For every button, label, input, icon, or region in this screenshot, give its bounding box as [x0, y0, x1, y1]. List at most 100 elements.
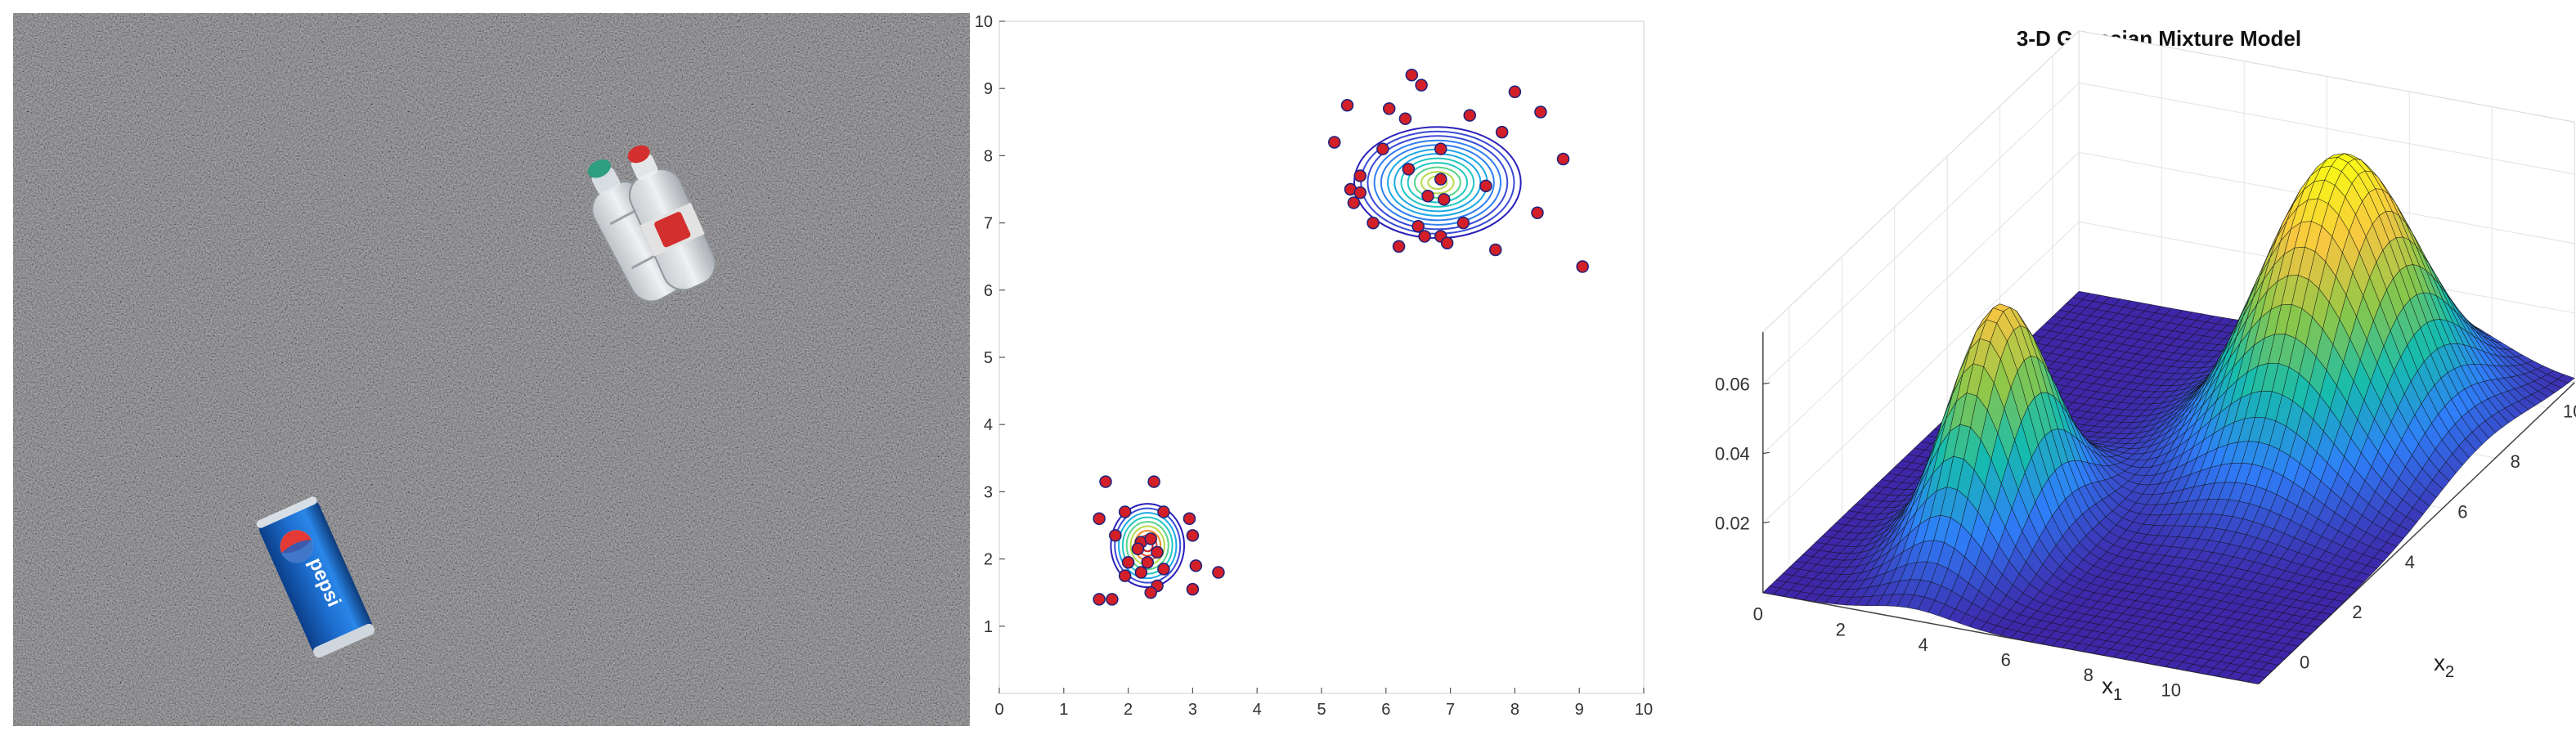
x-tick-label: 10 [2161, 680, 2181, 701]
data-point [1118, 505, 1132, 518]
pepsi-can: pepsi [256, 496, 375, 658]
data-point [1415, 78, 1428, 92]
data-point [1212, 566, 1225, 579]
data-point [1508, 85, 1522, 99]
y-tick-label: 5 [984, 349, 993, 367]
y-axis-ticks: 1 2 3 4 5 6 7 8 9 10 [975, 13, 1005, 636]
data-point [1398, 112, 1412, 125]
y-tick-label: 6 [984, 282, 993, 300]
data-point [1456, 216, 1470, 230]
z-tick-label: 0.02 [1715, 514, 1750, 534]
x-axis-label: x1 [2102, 673, 2122, 704]
data-point [1576, 260, 1589, 273]
y-tick-label: 8 [2511, 451, 2520, 472]
y-axis-label: x2 [2434, 650, 2454, 681]
data-point [1353, 169, 1367, 182]
y-tick-label: 9 [984, 80, 993, 98]
data-point [1440, 236, 1454, 250]
data-point [1489, 243, 1502, 257]
surface-mesh [1762, 153, 2575, 684]
y-tick-label: 10 [975, 13, 993, 31]
x-tick-label: 4 [1253, 701, 1262, 719]
data-point [1437, 193, 1451, 206]
y-tick-label: 4 [984, 416, 993, 434]
data-point [1392, 240, 1406, 253]
data-point [1405, 69, 1419, 82]
contour-level-2-10 [1413, 166, 1461, 199]
z-tick-label: 0.04 [1715, 444, 1750, 464]
data-points [1093, 69, 1589, 606]
y-tick-label: 8 [984, 147, 993, 165]
x-tick-label: 0 [1753, 604, 1763, 625]
data-point [1534, 105, 1547, 119]
x-tick-label: 9 [1575, 701, 1584, 719]
data-point [1118, 569, 1132, 582]
photo-panel: pepsi [13, 13, 970, 726]
y-axis-label-subscript: 2 [2445, 663, 2454, 681]
gmm-surface-chart: 3-D Gaussian Mixture Model 0246810024681… [1715, 26, 2576, 704]
x-tick-label: 10 [1635, 701, 1653, 719]
data-point [1186, 529, 1200, 542]
contour-level-2-8 [1400, 157, 1475, 208]
x-tick-label: 5 [1317, 701, 1326, 719]
x-axis-ticks: 0 1 2 3 4 5 6 7 8 9 10 [994, 688, 1653, 719]
data-point [1434, 173, 1447, 186]
water-bottle-right [627, 145, 716, 291]
contour-scatter-panel: 0 1 2 3 4 5 6 7 8 9 10 1 2 3 4 5 6 7 8 9 10 [972, 13, 1660, 733]
data-point [1367, 216, 1380, 230]
y-tick-label: 3 [984, 483, 993, 501]
data-point [1434, 142, 1447, 155]
data-point [1495, 125, 1509, 139]
z-tick-label: 0.06 [1715, 374, 1750, 395]
y-tick-label: 2 [984, 551, 993, 569]
x-tick-label: 2 [1836, 619, 1846, 639]
contour-level-2-4 [1373, 139, 1502, 226]
data-point [1106, 593, 1119, 606]
data-point [1144, 532, 1157, 545]
y-tick-label: 10 [2563, 401, 2576, 422]
contour-level-1-2 [1114, 507, 1182, 584]
x-tick-label: 8 [1510, 701, 1519, 719]
y-tick-label: 7 [984, 215, 993, 233]
data-point [1411, 219, 1425, 233]
data-point [1141, 555, 1154, 569]
x-tick-label: 0 [994, 701, 1003, 719]
data-point [1186, 582, 1200, 596]
data-point [1421, 189, 1434, 203]
contour-level-2-11 [1420, 171, 1455, 195]
grid-line [1762, 151, 2575, 455]
data-point [1340, 99, 1354, 112]
data-point [1382, 102, 1396, 115]
y-tick-label: 2 [2352, 602, 2362, 622]
data-point [1093, 593, 1106, 606]
contour-scatter-chart: 0 1 2 3 4 5 6 7 8 9 10 1 2 3 4 5 6 7 8 9 10 [975, 13, 1653, 719]
data-point [1121, 555, 1135, 569]
data-point [1376, 142, 1389, 155]
x-tick-label: 7 [1446, 701, 1455, 719]
surface-patch [2247, 675, 2266, 684]
y-tick-label: 1 [984, 618, 993, 636]
z-tick-mark [1762, 521, 1770, 524]
data-point [1463, 109, 1476, 122]
contour-level-2-3 [1367, 135, 1509, 231]
asphalt-photo: pepsi [13, 13, 970, 726]
data-point [1347, 196, 1361, 209]
data-point [1531, 206, 1544, 220]
z-tick-mark [1762, 382, 1770, 385]
x-tick-label: 6 [1381, 701, 1390, 719]
data-point [1479, 179, 1492, 193]
data-point [1147, 475, 1160, 488]
data-point [1418, 230, 1431, 243]
data-point [1189, 559, 1203, 572]
contour-level-2-9 [1407, 162, 1469, 204]
data-point [1134, 566, 1148, 579]
data-point [1109, 529, 1122, 542]
axis-ticks: 0 2 4 6 8 10 0 2 4 6 8 10 0.02 0.04 0.06 [1715, 374, 2576, 701]
x-axis-label-subscript: 1 [2113, 686, 2122, 704]
data-point [1183, 512, 1196, 526]
grid-line [1762, 82, 2575, 385]
contour-level-1-4 [1121, 516, 1174, 575]
z-tick-mark [1762, 451, 1770, 455]
x-tick-label: 8 [2084, 665, 2094, 685]
y-tick-label: 4 [2405, 552, 2415, 572]
